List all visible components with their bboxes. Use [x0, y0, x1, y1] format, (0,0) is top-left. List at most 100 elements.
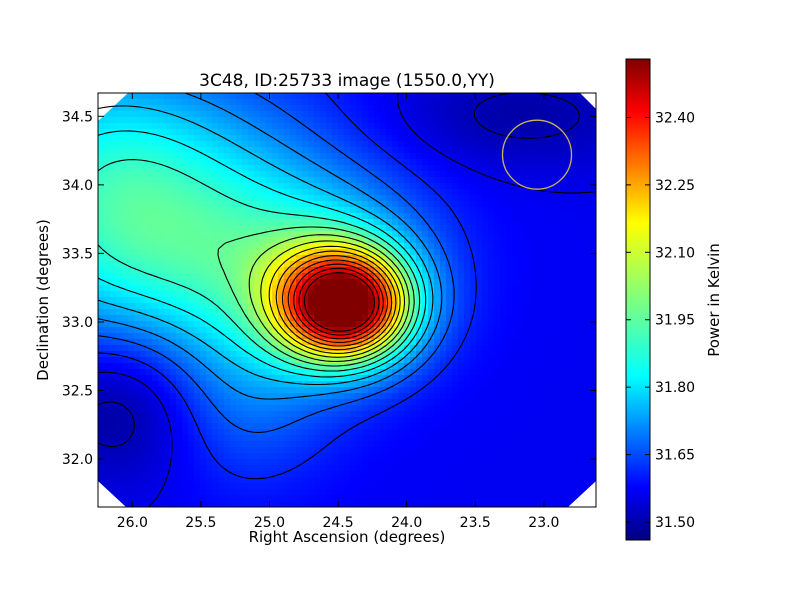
heatmap-cell — [566, 297, 573, 304]
heatmap-cell — [116, 147, 123, 154]
heatmap-cell — [158, 189, 165, 196]
heatmap-cell — [362, 303, 369, 310]
heatmap-cell — [176, 267, 183, 274]
heatmap-cell — [140, 105, 147, 112]
heatmap-cell — [248, 93, 255, 100]
heatmap-cell — [272, 249, 279, 256]
heatmap-cell — [248, 435, 255, 442]
heatmap-cell — [404, 153, 411, 160]
heatmap-cell — [230, 429, 237, 436]
heatmap-cell — [134, 207, 141, 214]
heatmap-cell — [266, 309, 273, 316]
heatmap-cell — [512, 435, 519, 442]
heatmap-cell — [104, 231, 111, 238]
heatmap-cell — [572, 447, 579, 454]
heatmap-cell — [536, 279, 543, 286]
heatmap-cell — [248, 237, 255, 244]
heatmap-cell — [452, 393, 459, 400]
heatmap-cell — [416, 159, 423, 166]
heatmap-cell — [422, 369, 429, 376]
heatmap-cell — [206, 171, 213, 178]
heatmap-cell — [590, 345, 596, 352]
heatmap-cell — [128, 447, 135, 454]
heatmap-cell — [98, 297, 105, 304]
heatmap-cell — [266, 165, 273, 172]
heatmap-cell — [452, 261, 459, 268]
heatmap-cell — [440, 189, 447, 196]
heatmap-cell — [356, 93, 363, 100]
heatmap-cell — [194, 441, 201, 448]
heatmap-cell — [482, 393, 489, 400]
heatmap-cell — [104, 303, 111, 310]
heatmap-cell — [266, 105, 273, 112]
heatmap-cell — [464, 393, 471, 400]
heatmap-cell — [146, 123, 153, 130]
heatmap-cell — [572, 99, 579, 106]
heatmap-cell — [248, 123, 255, 130]
heatmap-cell — [344, 219, 351, 226]
heatmap-cell — [284, 159, 291, 166]
heatmap-cell — [236, 183, 243, 190]
heatmap-cell — [266, 231, 273, 238]
heatmap-cell — [266, 435, 273, 442]
heatmap-cell — [176, 177, 183, 184]
heatmap-cell — [224, 111, 231, 118]
heatmap-cell — [494, 213, 501, 220]
heatmap-cell — [248, 327, 255, 334]
heatmap-cell — [248, 369, 255, 376]
heatmap-cell — [488, 309, 495, 316]
heatmap-cell — [368, 363, 375, 370]
heatmap-cell — [110, 171, 117, 178]
heatmap-cell — [458, 345, 465, 352]
heatmap-cell — [566, 267, 573, 274]
heatmap-cell — [350, 207, 357, 214]
heatmap-cell — [260, 171, 267, 178]
heatmap-cell — [386, 279, 393, 286]
heatmap-cell — [410, 267, 417, 274]
heatmap-cell — [164, 411, 171, 418]
heatmap-cell — [110, 417, 117, 424]
heatmap-cell — [452, 405, 459, 412]
heatmap-cell — [236, 393, 243, 400]
heatmap-cell — [488, 333, 495, 340]
heatmap-cell — [152, 285, 159, 292]
heatmap-cell — [548, 321, 555, 328]
heatmap-cell — [452, 255, 459, 262]
heatmap-cell — [338, 315, 345, 322]
heatmap-cell — [140, 387, 147, 394]
heatmap-cell — [182, 375, 189, 382]
heatmap-cell — [500, 207, 507, 214]
heatmap-cell — [374, 183, 381, 190]
heatmap-cell — [170, 327, 177, 334]
heatmap-cell — [242, 189, 249, 196]
heatmap-cell — [164, 99, 171, 106]
heatmap-cell — [458, 315, 465, 322]
heatmap-cell — [200, 123, 207, 130]
heatmap-cell — [170, 165, 177, 172]
heatmap-cell — [302, 159, 309, 166]
heatmap-cell — [278, 117, 285, 124]
heatmap-cell — [458, 435, 465, 442]
heatmap-cell — [368, 339, 375, 346]
heatmap-cell — [128, 315, 135, 322]
heatmap-cell — [578, 297, 585, 304]
heatmap-cell — [170, 393, 177, 400]
heatmap-cell — [296, 309, 303, 316]
heatmap-cell — [560, 315, 567, 322]
heatmap-cell — [536, 171, 543, 178]
heatmap-cell — [116, 165, 123, 172]
heatmap-cell — [206, 183, 213, 190]
heatmap-cell — [404, 177, 411, 184]
heatmap-cell — [512, 441, 519, 448]
heatmap-cell — [98, 123, 105, 130]
heatmap-cell — [170, 387, 177, 394]
heatmap-cell — [212, 273, 219, 280]
heatmap-cell — [356, 387, 363, 394]
heatmap-cell — [572, 393, 579, 400]
heatmap-cell — [140, 177, 147, 184]
heatmap-cell — [146, 165, 153, 172]
heatmap-cell — [338, 117, 345, 124]
heatmap-cell — [422, 435, 429, 442]
heatmap-cell — [176, 189, 183, 196]
heatmap-cell — [230, 201, 237, 208]
